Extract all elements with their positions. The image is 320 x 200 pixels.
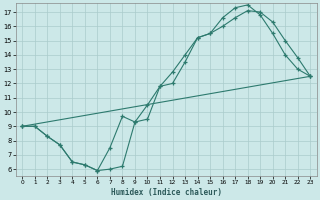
X-axis label: Humidex (Indice chaleur): Humidex (Indice chaleur): [111, 188, 222, 197]
